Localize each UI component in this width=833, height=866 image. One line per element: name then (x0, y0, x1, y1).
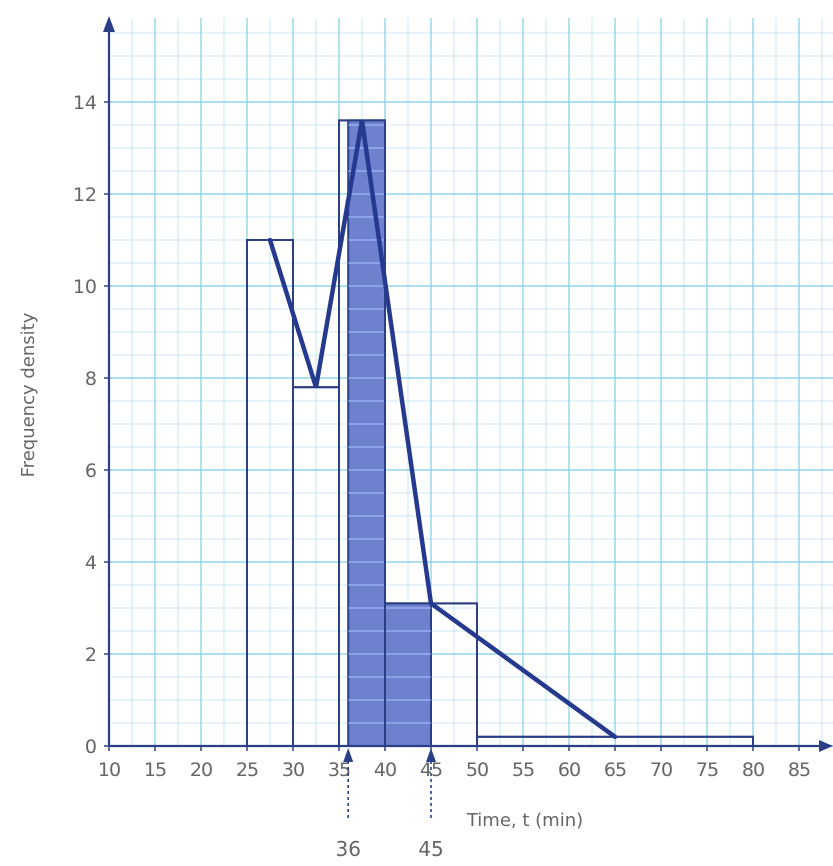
y-tick-label: 8 (85, 368, 97, 390)
y-tick-label: 0 (85, 736, 97, 758)
y-tick-label: 12 (73, 184, 97, 206)
axes (103, 16, 833, 752)
x-tick-label: 10 (98, 759, 120, 781)
x-tick-label: 65 (604, 759, 626, 781)
x-tick-label: 80 (742, 759, 764, 781)
y-tick-label: 10 (73, 276, 97, 298)
x-tick-label: 75 (696, 759, 718, 781)
x-tick-label: 85 (788, 759, 810, 781)
shaded-bar-part (384, 602, 432, 748)
interval-markers: 36 45 (335, 748, 444, 861)
y-axis-title: Frequency density (18, 312, 39, 477)
x-tick-label: 30 (282, 759, 304, 781)
x-axis-title: Time, t (min) (466, 810, 583, 831)
x-tick-label: 20 (190, 759, 212, 781)
marker-arrow-icon (426, 748, 436, 762)
x-tick-label: 70 (650, 759, 672, 781)
marker-label: 45 (418, 837, 443, 861)
x-axis-arrow-icon (819, 740, 833, 752)
x-tick-label: 40 (374, 759, 396, 781)
y-tick-label: 2 (85, 644, 97, 666)
x-tick-label: 55 (512, 759, 534, 781)
frequency-polygon (267, 120, 618, 740)
marker-arrow-icon (343, 748, 354, 762)
x-tick-label: 50 (466, 759, 488, 781)
x-tick-label: 25 (236, 759, 258, 781)
y-tick-label: 6 (85, 460, 97, 482)
x-tick-label: 35 (328, 759, 350, 781)
marker-label: 36 (335, 837, 360, 861)
shaded-bar-part (347, 119, 387, 747)
y-tick-label: 14 (73, 92, 97, 114)
frequency-polygon-line (267, 120, 618, 740)
x-tick-label: 15 (144, 759, 166, 781)
y-tick-label: 4 (85, 552, 97, 574)
y-tick-labels: 0 2 4 6 8 10 12 14 (73, 92, 97, 758)
x-tick-labels: 10 15 20 25 30 35 40 45 50 55 60 65 70 75 80 85 (98, 759, 811, 781)
x-tick-label: 60 (558, 759, 580, 781)
y-axis-arrow-icon (103, 16, 115, 32)
